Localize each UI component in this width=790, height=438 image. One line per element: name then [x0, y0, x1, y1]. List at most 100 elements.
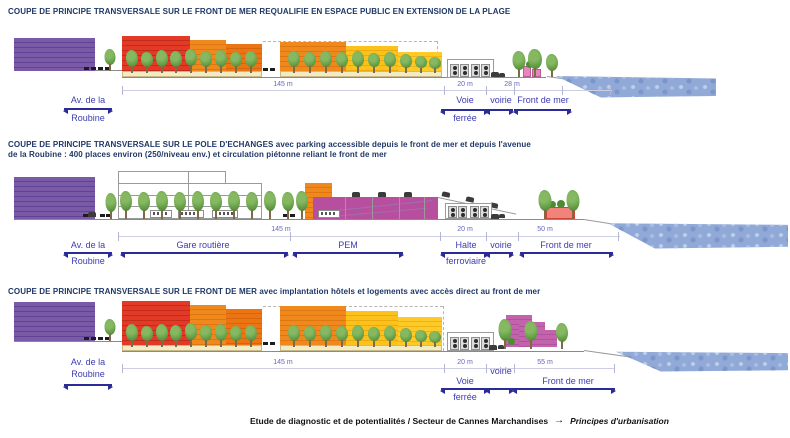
- avenue-extent-arrow: [63, 252, 113, 258]
- column: [372, 197, 373, 219]
- dimension-front: 55 m: [537, 359, 553, 366]
- dimension-main: 145 m: [273, 359, 293, 366]
- road-dash: [98, 67, 103, 70]
- label-bus-station: Gare routière: [176, 240, 230, 250]
- dimension-tick: [514, 86, 515, 95]
- tree-icon: [384, 326, 396, 347]
- train-icon: [471, 337, 480, 350]
- dimension-tick: [444, 364, 445, 373]
- label-rail-line1: Voie: [456, 95, 474, 105]
- car-icon: [491, 214, 499, 219]
- bus-station-upper-level: [118, 171, 226, 184]
- dimension-tick: [486, 364, 487, 373]
- train-icon: [480, 206, 489, 218]
- tree-icon: [368, 327, 380, 347]
- dimension-tick: [486, 86, 487, 95]
- plant-icon: [549, 201, 556, 208]
- road-dash: [98, 337, 103, 340]
- label-road: voirie: [490, 240, 512, 250]
- hotel-building-step: [532, 330, 557, 347]
- car-icon: [499, 73, 505, 77]
- avenue-extent-arrow: [63, 108, 113, 114]
- pem-extent-arrow: [292, 252, 404, 258]
- bus-station-extent-arrow: [120, 252, 289, 258]
- train-icon: [450, 64, 459, 77]
- column: [188, 171, 189, 219]
- tree-icon: [429, 331, 441, 347]
- tree-icon: [185, 323, 197, 347]
- dimension-tick: [614, 364, 615, 373]
- footer-principles: Principes d'urbanisation: [570, 416, 669, 426]
- road-dash: [100, 214, 105, 217]
- bus-icon: [318, 210, 340, 218]
- ground-line: [122, 77, 546, 78]
- dimension-main: 145 m: [271, 226, 291, 233]
- train-icon: [458, 206, 467, 218]
- dimension-tick: [562, 86, 563, 95]
- label-pem: PEM: [338, 240, 358, 250]
- seafront-extent-arrow: [512, 388, 616, 394]
- section-1-title: COUPE DE PRINCIPE TRANSVERSALE SUR LE FR…: [8, 7, 511, 16]
- tree-icon: [215, 324, 227, 347]
- label-avenue-line1: Av. de la: [70, 240, 106, 250]
- tree-icon: [304, 326, 316, 347]
- car-icon: [499, 214, 505, 218]
- section-2-title: COUPE DE PRINCIPE TRANSVERSALE SUR LE PO…: [8, 140, 531, 159]
- car-icon: [404, 192, 412, 197]
- road-extent-arrow: [485, 252, 514, 258]
- tree-icon: [245, 325, 257, 347]
- bus-station-floor-line: [118, 206, 262, 207]
- dimension-tick: [518, 232, 519, 241]
- train-icon: [448, 206, 457, 218]
- ground-line: [122, 351, 584, 352]
- tree-icon: [400, 328, 412, 347]
- train-icon: [470, 206, 479, 218]
- train-icon: [460, 337, 469, 350]
- label-rail-line2: ferrée: [453, 113, 477, 123]
- car-icon: [491, 72, 499, 77]
- dimension-front: 28 m: [504, 81, 520, 88]
- road-dash: [263, 68, 268, 71]
- road-extent-arrow: [485, 388, 514, 394]
- tree-icon: [126, 324, 138, 347]
- sea: [556, 76, 716, 98]
- road-dash: [263, 342, 268, 345]
- road-dash: [84, 337, 89, 340]
- road-dash: [270, 342, 275, 345]
- car-icon: [378, 192, 386, 197]
- plant-icon: [557, 200, 565, 208]
- dimension-tick: [514, 364, 515, 373]
- dimension-tick: [486, 232, 487, 241]
- dimension-tick: [440, 232, 441, 241]
- arrow-right-icon: →: [554, 415, 565, 426]
- dimension-tick: [444, 86, 445, 95]
- label-rail-line1: Halte: [455, 240, 477, 250]
- label-avenue-line2: Roubine: [71, 113, 105, 123]
- label-avenue-line2: Roubine: [71, 256, 105, 266]
- label-rail-line2: ferrée: [453, 392, 477, 402]
- dimension-main: 145 m: [273, 81, 293, 88]
- tree-icon: [336, 326, 348, 347]
- road-dash: [91, 67, 96, 70]
- label-seafront: Front de mer: [517, 95, 569, 105]
- tree-icon: [524, 321, 537, 349]
- tree-icon: [320, 325, 332, 347]
- tree-icon: [156, 324, 168, 347]
- tree-icon: [498, 319, 511, 349]
- tree-icon: [556, 323, 568, 349]
- avenue-extent-arrow: [63, 384, 113, 390]
- seafront-extent-arrow: [519, 252, 614, 258]
- dimension-line: [118, 236, 620, 237]
- seafront-extent-arrow: [513, 109, 572, 115]
- tree-icon: [415, 330, 427, 347]
- train-icon: [460, 64, 469, 77]
- tree-icon: [288, 325, 300, 347]
- label-avenue-line1: Av. de la: [70, 95, 106, 105]
- dimension-tick: [122, 86, 123, 95]
- car-icon: [489, 345, 497, 350]
- rail-extent-arrow: [440, 388, 489, 394]
- bus-station-floor-line: [118, 195, 262, 196]
- tree-icon: [200, 325, 212, 347]
